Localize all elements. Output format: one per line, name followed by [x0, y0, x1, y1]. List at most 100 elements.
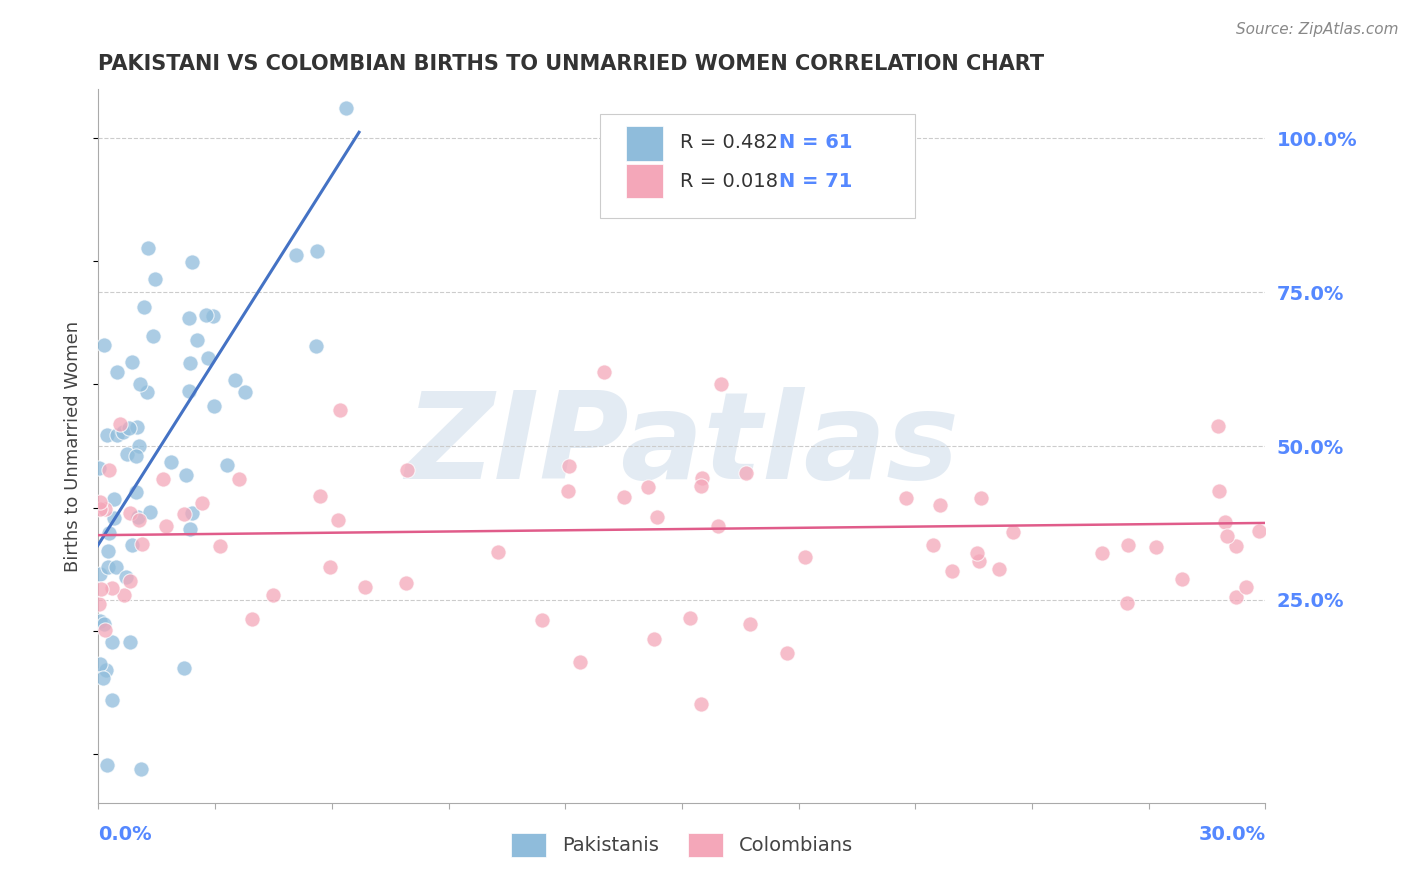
Bar	[626, 127, 664, 161]
Point	[108, 417, 131, 431]
Point	[396, 463, 419, 477]
Point	[233, 385, 256, 400]
Point	[143, 272, 166, 286]
Point	[1171, 572, 1194, 586]
Point	[191, 496, 214, 510]
Point	[966, 545, 988, 559]
Point	[105, 427, 128, 442]
Point	[530, 614, 553, 628]
Point	[679, 611, 702, 625]
Point	[94, 624, 117, 638]
Point	[1225, 540, 1247, 554]
Text: N = 71: N = 71	[779, 172, 852, 191]
Point	[96, 757, 118, 772]
Point	[97, 525, 120, 540]
Point	[132, 301, 155, 315]
Point	[707, 519, 730, 533]
Point	[1213, 515, 1236, 529]
Point	[921, 538, 943, 552]
Point	[89, 614, 111, 628]
Point	[1002, 524, 1025, 539]
Point	[87, 461, 110, 475]
Point	[557, 484, 579, 499]
Text: R = 0.482: R = 0.482	[679, 133, 778, 153]
Point	[87, 597, 110, 611]
Point	[309, 489, 332, 503]
Point	[115, 447, 138, 461]
Point	[1116, 538, 1139, 552]
Point	[103, 491, 125, 506]
Point	[1115, 596, 1137, 610]
Bar	[626, 164, 664, 198]
Point	[928, 498, 950, 512]
Point	[136, 241, 159, 255]
Point	[988, 562, 1011, 576]
Text: 30.0%: 30.0%	[1198, 824, 1265, 844]
Point	[969, 554, 991, 568]
Point	[195, 308, 218, 322]
Point	[155, 519, 177, 533]
Point	[1249, 524, 1271, 539]
Point	[941, 564, 963, 578]
Point	[593, 365, 616, 379]
Point	[173, 660, 195, 674]
Point	[558, 458, 581, 473]
Point	[692, 470, 714, 484]
Point	[738, 616, 761, 631]
Point	[894, 491, 917, 505]
Point	[89, 567, 111, 582]
Point	[240, 612, 263, 626]
Point	[115, 569, 138, 583]
Point	[568, 655, 591, 669]
Point	[121, 538, 143, 552]
Point	[262, 588, 284, 602]
Point	[129, 762, 152, 776]
Point	[177, 384, 200, 398]
Point	[91, 671, 114, 685]
Point	[637, 480, 659, 494]
Point	[228, 472, 250, 486]
Point	[107, 366, 129, 380]
Point	[120, 635, 142, 649]
Point	[1144, 540, 1167, 554]
Point	[690, 698, 713, 712]
Point	[128, 439, 150, 453]
Point	[103, 511, 125, 525]
Point	[612, 490, 634, 504]
Point	[217, 458, 239, 472]
Text: 0.0%: 0.0%	[98, 824, 152, 844]
Y-axis label: Births to Unmarried Women: Births to Unmarried Women	[65, 320, 83, 572]
Point	[96, 428, 118, 442]
Point	[776, 646, 799, 660]
Point	[89, 502, 111, 516]
Point	[181, 254, 204, 268]
Point	[335, 101, 357, 115]
Point	[181, 506, 204, 520]
Point	[129, 377, 152, 392]
Text: PAKISTANI VS COLOMBIAN BIRTHS TO UNMARRIED WOMEN CORRELATION CHART: PAKISTANI VS COLOMBIAN BIRTHS TO UNMARRI…	[98, 54, 1045, 74]
Point	[94, 501, 117, 516]
Point	[224, 373, 246, 387]
Point	[136, 384, 159, 399]
Point	[100, 635, 122, 649]
Point	[689, 478, 711, 492]
Point	[1234, 581, 1257, 595]
Text: N = 61: N = 61	[779, 133, 852, 153]
Point	[125, 449, 148, 463]
Point	[319, 559, 342, 574]
Point	[101, 693, 124, 707]
Legend: Pakistanis, Colombians: Pakistanis, Colombians	[503, 825, 860, 864]
Point	[93, 338, 115, 352]
Point	[173, 507, 195, 521]
Point	[645, 510, 668, 524]
Point	[118, 574, 141, 588]
Point	[159, 455, 181, 469]
FancyBboxPatch shape	[600, 114, 915, 218]
Point	[201, 309, 224, 323]
Point	[127, 509, 149, 524]
Point	[139, 505, 162, 519]
Point	[1091, 546, 1114, 560]
Point	[118, 506, 141, 520]
Point	[643, 632, 665, 647]
Point	[186, 333, 208, 347]
